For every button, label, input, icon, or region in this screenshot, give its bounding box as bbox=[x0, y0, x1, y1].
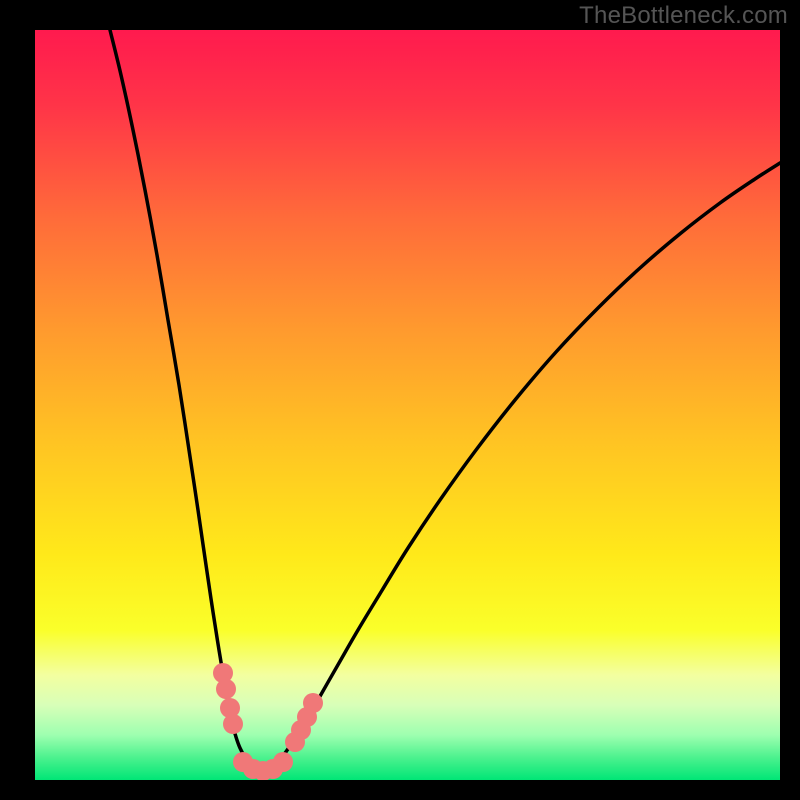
highlight-point bbox=[303, 693, 323, 713]
highlight-point bbox=[273, 752, 293, 772]
bottleneck-plot bbox=[35, 30, 780, 780]
watermark-text: TheBottleneck.com bbox=[579, 2, 788, 30]
plot-svg bbox=[35, 30, 780, 780]
chart-frame: TheBottleneck.com bbox=[0, 0, 800, 800]
gradient-background bbox=[35, 30, 780, 780]
highlight-point bbox=[223, 714, 243, 734]
highlight-point bbox=[216, 679, 236, 699]
